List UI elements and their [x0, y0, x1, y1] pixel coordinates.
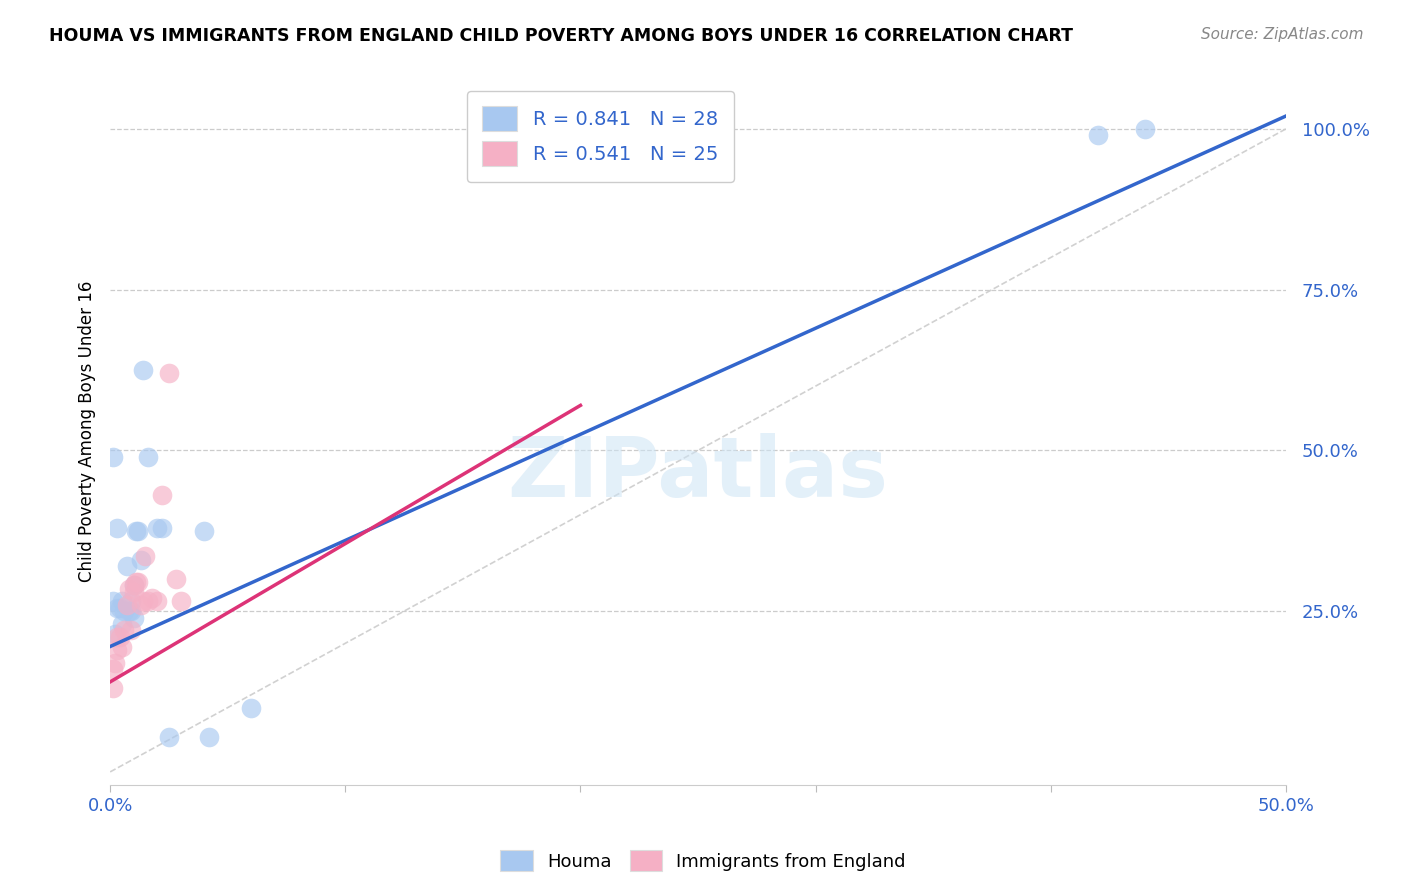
- Point: [108, 630, 131, 644]
- Point: [101, 594, 124, 608]
- Point: [104, 626, 127, 640]
- Point: [122, 578, 145, 592]
- Point: [101, 450, 124, 464]
- Point: [129, 598, 152, 612]
- Point: [125, 524, 148, 538]
- Point: [108, 601, 131, 615]
- Point: [165, 572, 187, 586]
- Point: [146, 594, 169, 608]
- Point: [120, 604, 142, 618]
- Point: [136, 450, 159, 464]
- Point: [122, 610, 145, 624]
- Legend: Houma, Immigrants from England: Houma, Immigrants from England: [494, 843, 912, 879]
- Point: [240, 700, 263, 714]
- Point: [112, 604, 135, 618]
- Point: [101, 681, 124, 696]
- Text: ZIPatlas: ZIPatlas: [508, 433, 889, 514]
- Point: [170, 594, 193, 608]
- Point: [132, 363, 155, 377]
- Point: [115, 598, 138, 612]
- Point: [141, 591, 163, 606]
- Point: [111, 640, 134, 654]
- Point: [136, 594, 159, 608]
- Point: [118, 582, 141, 596]
- Point: [129, 552, 152, 566]
- Text: Source: ZipAtlas.com: Source: ZipAtlas.com: [1201, 27, 1364, 42]
- Point: [193, 524, 215, 538]
- Point: [146, 520, 169, 534]
- Point: [105, 520, 128, 534]
- Point: [115, 559, 138, 574]
- Point: [111, 594, 134, 608]
- Y-axis label: Child Poverty Among Boys Under 16: Child Poverty Among Boys Under 16: [79, 280, 96, 582]
- Point: [198, 730, 221, 744]
- Point: [105, 601, 128, 615]
- Legend: R = 0.841   N = 28, R = 0.541   N = 25: R = 0.841 N = 28, R = 0.541 N = 25: [467, 91, 734, 181]
- Text: HOUMA VS IMMIGRANTS FROM ENGLAND CHILD POVERTY AMONG BOYS UNDER 16 CORRELATION C: HOUMA VS IMMIGRANTS FROM ENGLAND CHILD P…: [49, 27, 1073, 45]
- Point: [122, 585, 145, 599]
- Point: [111, 617, 134, 632]
- Point: [132, 594, 155, 608]
- Point: [1087, 128, 1109, 143]
- Point: [120, 624, 142, 638]
- Point: [1133, 121, 1156, 136]
- Point: [101, 662, 124, 676]
- Point: [112, 624, 135, 638]
- Point: [118, 604, 141, 618]
- Point: [150, 520, 173, 534]
- Point: [150, 488, 173, 502]
- Point: [104, 656, 127, 670]
- Point: [105, 642, 128, 657]
- Point: [134, 549, 156, 564]
- Point: [127, 575, 149, 590]
- Point: [122, 578, 145, 592]
- Point: [120, 594, 142, 608]
- Point: [105, 630, 128, 644]
- Point: [157, 366, 180, 380]
- Point: [125, 575, 148, 590]
- Point: [127, 524, 149, 538]
- Point: [157, 730, 180, 744]
